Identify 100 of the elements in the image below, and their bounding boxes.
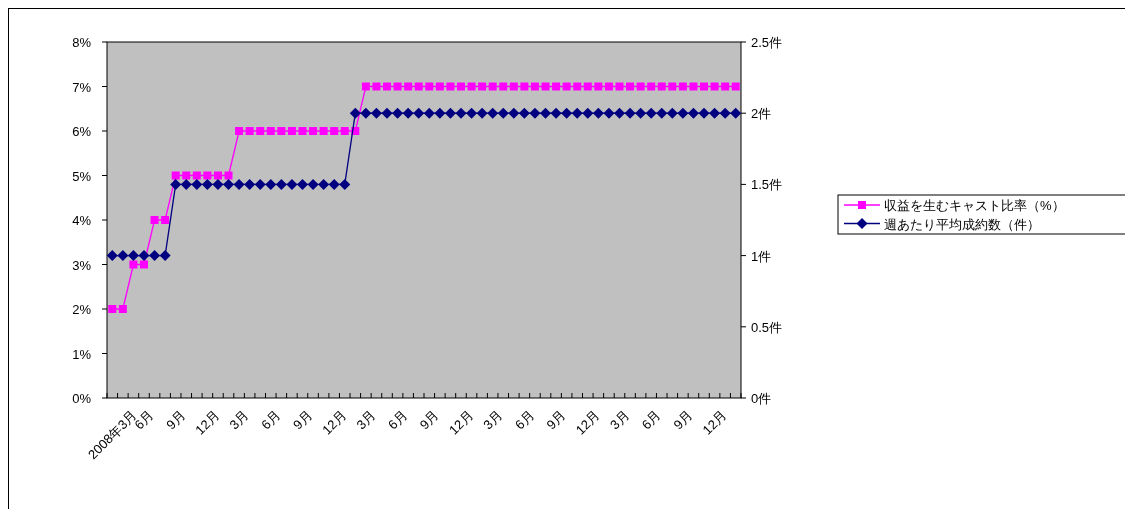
point bbox=[392, 107, 404, 119]
point bbox=[656, 107, 668, 119]
point bbox=[678, 82, 687, 91]
point bbox=[689, 82, 698, 91]
point bbox=[721, 82, 730, 91]
point bbox=[254, 178, 266, 190]
point bbox=[349, 107, 361, 119]
y-tick-label: 7% bbox=[72, 79, 92, 95]
point bbox=[668, 82, 677, 91]
point bbox=[541, 82, 550, 91]
y-tick-label: 5% bbox=[72, 168, 92, 184]
point bbox=[425, 82, 434, 91]
point bbox=[275, 178, 287, 190]
point bbox=[666, 107, 678, 119]
point bbox=[383, 82, 392, 91]
y-tick-label: 2% bbox=[72, 302, 92, 317]
y-tick-label: 1% bbox=[72, 346, 92, 362]
point bbox=[647, 82, 656, 91]
point bbox=[509, 82, 518, 91]
point bbox=[518, 107, 530, 119]
point bbox=[139, 260, 148, 269]
point bbox=[318, 178, 330, 190]
point bbox=[582, 107, 594, 119]
point bbox=[245, 127, 254, 135]
point bbox=[213, 171, 222, 180]
point bbox=[603, 107, 615, 119]
point bbox=[478, 82, 487, 91]
point bbox=[201, 178, 213, 190]
point bbox=[328, 178, 340, 190]
x-tick-label: 12月 bbox=[445, 407, 476, 438]
point bbox=[182, 171, 191, 180]
y2-tick-label: 1件 bbox=[751, 248, 772, 264]
x-tick-label: 3月 bbox=[226, 407, 252, 433]
point bbox=[360, 107, 372, 119]
point bbox=[192, 171, 201, 180]
x-tick-label: 9月 bbox=[163, 407, 189, 433]
point bbox=[550, 107, 562, 119]
point bbox=[224, 171, 233, 180]
x-tick-label: 9月 bbox=[416, 407, 442, 433]
point bbox=[191, 178, 203, 190]
y-tick-label: 4% bbox=[72, 213, 92, 228]
point bbox=[508, 107, 520, 119]
point bbox=[233, 178, 245, 190]
point bbox=[562, 82, 571, 91]
point bbox=[624, 107, 636, 119]
point bbox=[435, 82, 444, 91]
point bbox=[698, 107, 710, 119]
x-tick-label: 6月 bbox=[385, 407, 411, 433]
point bbox=[700, 82, 709, 91]
point bbox=[710, 82, 719, 91]
y2-tick-label: 0.5件 bbox=[751, 319, 783, 335]
point bbox=[129, 260, 138, 269]
point bbox=[488, 82, 497, 91]
point bbox=[456, 82, 465, 91]
point bbox=[370, 107, 382, 119]
point bbox=[150, 216, 159, 224]
point bbox=[455, 107, 467, 119]
point bbox=[277, 127, 286, 135]
point bbox=[307, 178, 319, 190]
point bbox=[393, 82, 402, 91]
point bbox=[414, 82, 423, 91]
point bbox=[520, 82, 529, 91]
point bbox=[203, 171, 212, 180]
point bbox=[296, 178, 308, 190]
point bbox=[180, 178, 192, 190]
point bbox=[446, 82, 455, 91]
point bbox=[256, 127, 265, 135]
point bbox=[423, 107, 435, 119]
y-tick-label: 8% bbox=[72, 35, 92, 50]
x-tick-label: 9月 bbox=[290, 407, 315, 433]
x-tick-label: 3月 bbox=[607, 407, 632, 433]
point bbox=[106, 250, 118, 262]
point bbox=[339, 178, 351, 190]
x-tick-label: 12月 bbox=[699, 407, 730, 438]
point bbox=[287, 127, 296, 135]
point bbox=[635, 107, 647, 119]
point bbox=[223, 178, 235, 190]
x-tick-label: 12月 bbox=[319, 407, 350, 438]
point bbox=[615, 82, 624, 91]
point bbox=[330, 127, 339, 135]
point bbox=[170, 178, 182, 190]
point bbox=[540, 107, 552, 119]
point bbox=[613, 107, 625, 119]
point bbox=[372, 82, 381, 91]
point bbox=[592, 107, 604, 119]
x-tick-label: 12月 bbox=[572, 407, 603, 438]
point bbox=[466, 107, 478, 119]
point bbox=[636, 82, 645, 91]
point bbox=[444, 107, 456, 119]
point bbox=[497, 107, 509, 119]
point bbox=[731, 82, 740, 91]
point bbox=[361, 82, 370, 91]
point bbox=[573, 82, 582, 91]
point bbox=[677, 107, 689, 119]
point bbox=[434, 107, 446, 119]
point bbox=[149, 250, 161, 262]
point bbox=[604, 82, 613, 91]
point bbox=[171, 171, 180, 180]
x-tick-label: 6月 bbox=[258, 407, 284, 433]
point bbox=[583, 82, 592, 91]
